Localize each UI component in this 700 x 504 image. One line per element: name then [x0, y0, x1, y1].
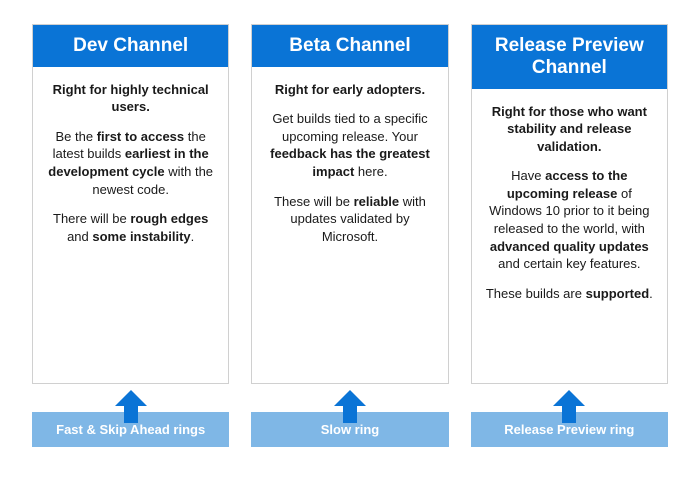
- para-1: Have access to the upcoming release of W…: [486, 167, 653, 272]
- card-row: Dev Channel Right for highly technical u…: [32, 24, 668, 384]
- card-beta: Beta Channel Right for early adopters. G…: [251, 24, 448, 384]
- arrow-up-icon: [115, 390, 147, 406]
- para-1: Get builds tied to a specific upcoming r…: [266, 110, 433, 180]
- lead-text: Right for early adopters.: [266, 81, 433, 99]
- lead-text: Right for highly technical users.: [47, 81, 214, 116]
- card-body: Right for early adopters. Get builds tie…: [252, 67, 447, 263]
- card-body: Right for highly technical users. Be the…: [33, 67, 228, 263]
- para-2: There will be rough edges and some insta…: [47, 210, 214, 245]
- lead-text: Right for those who want stability and r…: [486, 103, 653, 156]
- para-2: These builds are supported.: [486, 285, 653, 303]
- card-dev: Dev Channel Right for highly technical u…: [32, 24, 229, 384]
- card-header: Beta Channel: [252, 25, 447, 67]
- arrow-up-icon: [553, 390, 585, 406]
- card-header: Release Preview Channel: [472, 25, 667, 89]
- card-body: Right for those who want stability and r…: [472, 89, 667, 320]
- card-release-preview: Release Preview Channel Right for those …: [471, 24, 668, 384]
- arrow-up-icon: [334, 390, 366, 406]
- arrow-row: [32, 390, 668, 406]
- card-header: Dev Channel: [33, 25, 228, 67]
- para-2: These will be reliable with updates vali…: [266, 193, 433, 246]
- para-1: Be the first to access the latest builds…: [47, 128, 214, 198]
